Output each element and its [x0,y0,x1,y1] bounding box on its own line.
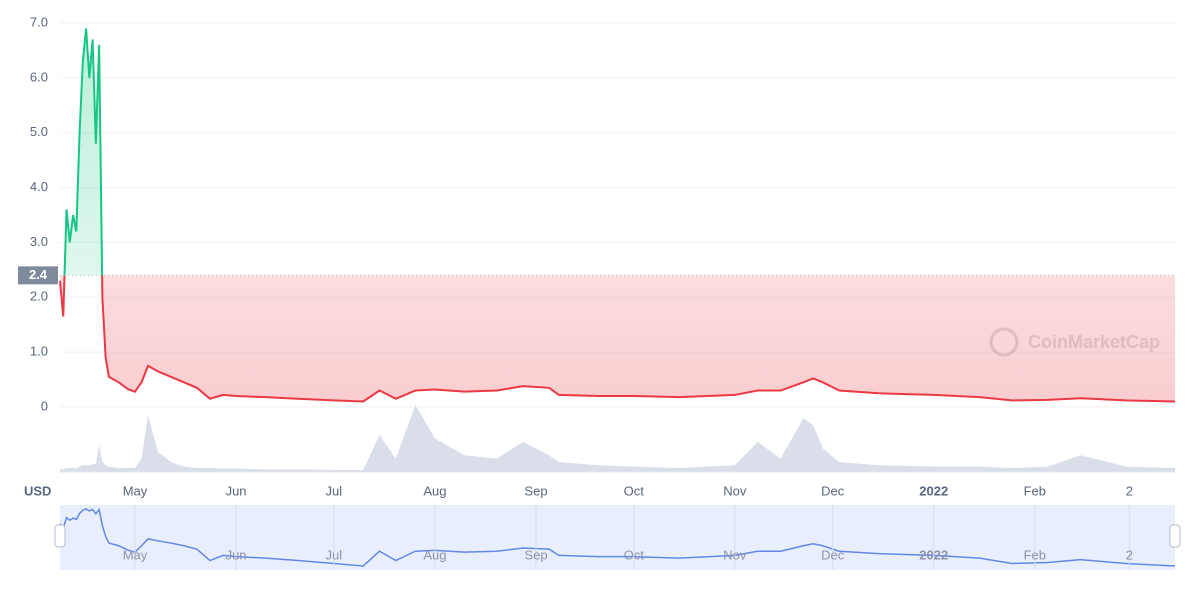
navigator-tick-label: Oct [624,547,645,562]
x-tick-label: 2 [1126,483,1133,498]
navigator-tick-label: May [123,547,148,562]
x-tick-label: Nov [723,483,747,498]
navigator-tick-label: Dec [821,547,845,562]
navigator-tick-label: Nov [723,547,747,562]
price-area-below [60,275,1175,402]
navigator-handle [54,524,66,548]
y-tick-label: 0 [41,398,48,413]
x-tick-label: Sep [524,483,547,498]
navigator-tick-label: Aug [423,547,446,562]
y-tick-label: 6.0 [30,69,48,84]
price-area-above [64,28,103,276]
x-tick-label: Oct [624,483,645,498]
x-tick-label: May [123,483,148,498]
navigator-tick-label: Jul [326,547,343,562]
y-tick-label: 1.0 [30,344,48,359]
axis-unit: USD [24,483,51,498]
x-tick-label: Dec [821,483,845,498]
navigator-tick-label: Feb [1024,547,1046,562]
navigator-tick-label: 2022 [919,547,948,562]
y-tick-label: 3.0 [30,234,48,249]
x-tick-label: 2022 [919,483,948,498]
x-tick-label: Jul [326,483,343,498]
x-tick-label: Feb [1024,483,1046,498]
navigator-line [59,507,1176,567]
y-tick-label: 7.0 [30,14,48,29]
navigator-tick-label: Sep [524,547,547,562]
reference-label: 2.4 [29,267,48,282]
y-tick-label: 5.0 [30,124,48,139]
x-tick-label: Aug [423,483,446,498]
y-tick-label: 2.0 [30,289,48,304]
navigator-tick-label: Jun [226,547,247,562]
reference-box [18,266,58,285]
volume-area [60,405,1175,472]
price-line-below [59,275,1176,403]
navigator-handle [1169,524,1181,548]
navigator-tick-label: 2 [1126,547,1133,562]
price-line-above [63,28,104,276]
y-tick-label: 4.0 [30,179,48,194]
x-tick-label: Jun [226,483,247,498]
